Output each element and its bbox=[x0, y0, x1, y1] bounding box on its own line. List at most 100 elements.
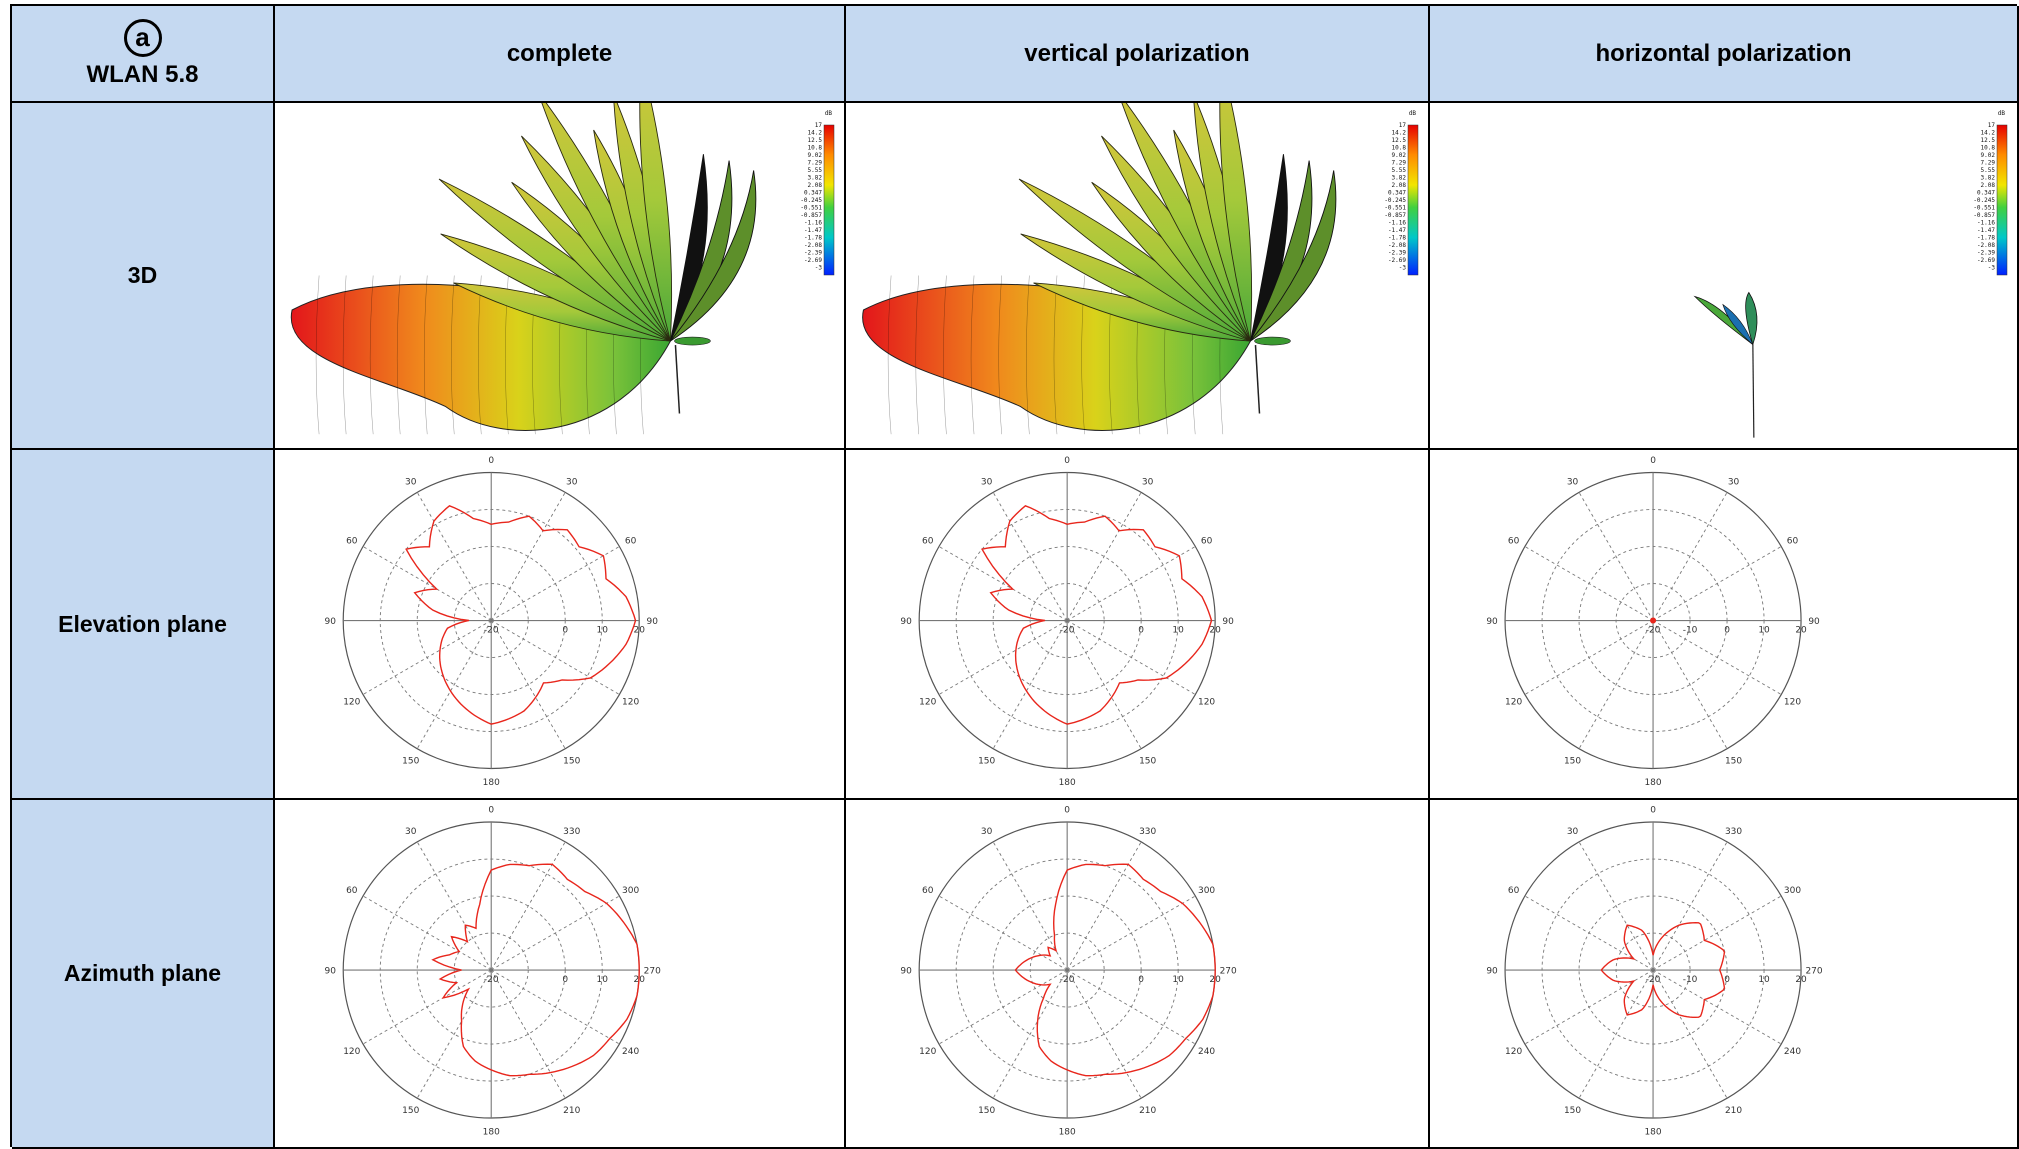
angle-label: 60 bbox=[1508, 537, 1520, 547]
angle-label: 30 bbox=[405, 478, 417, 488]
pattern-trace bbox=[1014, 863, 1216, 1077]
polar-spoke bbox=[1578, 620, 1654, 749]
colorbar-tick: 12.5 bbox=[1981, 137, 1996, 144]
radial-tick-label: 20 bbox=[1795, 975, 1807, 985]
plot-azimuth-complete: 0 30 60 90 120 150 180 330 300 270 240 210 -20 0 10 20 bbox=[275, 800, 846, 1149]
polar-spoke bbox=[1066, 895, 1196, 971]
small-lobe bbox=[1254, 336, 1291, 346]
radial-tick-label: -10 bbox=[1683, 626, 1698, 636]
polar-spoke bbox=[1652, 546, 1782, 621]
colorbar-tick: 14.2 bbox=[808, 130, 823, 137]
polar-spoke bbox=[938, 546, 1068, 621]
lobe-gridline bbox=[915, 275, 919, 435]
label-a-icon: a bbox=[123, 18, 162, 57]
polar-spoke bbox=[490, 969, 566, 1099]
polar-spoke bbox=[416, 841, 492, 971]
colorbar-tick: -0.857 bbox=[1973, 212, 1995, 219]
3d-pattern-horizontal: dB1714.212.510.89.027.295.553.822.080.34… bbox=[1693, 110, 2008, 438]
elevation-chart-horizontal: 0 30 60 90 120 150 180 30 60 90 120 150 -20 -10 0 10 20 bbox=[1486, 456, 1820, 788]
angle-label: 210 bbox=[1139, 1106, 1156, 1116]
polar-spoke bbox=[1578, 969, 1654, 1099]
polar-spoke bbox=[490, 620, 620, 695]
colorbar-tick: -1.78 bbox=[1977, 235, 1995, 242]
angle-label: 180 bbox=[1059, 1128, 1076, 1138]
plot-3d-complete: dB 17 14.2 12.5 10.8 9.02 7.29 5.55 3.82 2.08 0.34… bbox=[275, 103, 846, 450]
angle-label: 90 bbox=[1808, 617, 1820, 627]
row-header-azimuth: Azimuth plane bbox=[12, 800, 275, 1149]
colorbar-tick: -2.08 bbox=[804, 242, 822, 249]
radial-tick-label: 0 bbox=[1724, 975, 1730, 985]
polar-spoke bbox=[938, 895, 1068, 971]
colorbar-unit: dB bbox=[1998, 110, 2006, 117]
polar-spoke bbox=[1578, 841, 1654, 971]
polar-spoke bbox=[1524, 546, 1654, 621]
angle-label: 60 bbox=[922, 886, 934, 896]
angle-label: 180 bbox=[1644, 1128, 1661, 1138]
side-lobe bbox=[1745, 291, 1758, 346]
colorbar-tick: 9.02 bbox=[808, 152, 823, 159]
stem bbox=[1752, 344, 1755, 438]
column-header-complete: complete bbox=[275, 6, 846, 103]
angle-label: 0 bbox=[1064, 456, 1070, 466]
polar-spoke bbox=[416, 620, 492, 749]
colorbar bbox=[823, 124, 835, 276]
angle-label: 120 bbox=[919, 698, 936, 708]
colorbar-tick: -0.551 bbox=[1384, 205, 1406, 212]
colorbar-tick: -2.08 bbox=[1388, 242, 1406, 249]
row-header-3d: 3D bbox=[12, 103, 275, 450]
colorbar-tick: 12.5 bbox=[1392, 137, 1407, 144]
radial-tick-label: -10 bbox=[1683, 975, 1698, 985]
angle-label: 120 bbox=[343, 698, 360, 708]
colorbar-tick: 0.347 bbox=[804, 190, 822, 197]
row-header-elevation: Elevation plane bbox=[12, 450, 275, 800]
colorbar-tick: -0.857 bbox=[800, 212, 822, 219]
colorbar-tick: -3 bbox=[1988, 265, 1996, 272]
colorbar-tick: 10.8 bbox=[1392, 145, 1407, 152]
lobe-gridline bbox=[369, 275, 374, 435]
colorbar-tick: 7.29 bbox=[1392, 160, 1407, 167]
polar-spoke bbox=[416, 969, 492, 1099]
radial-tick-label: 20 bbox=[1209, 626, 1221, 636]
colorbar-tick: 5.55 bbox=[1981, 167, 1996, 174]
angle-label: 180 bbox=[483, 1128, 500, 1138]
angle-label: 90 bbox=[646, 617, 658, 627]
angle-label: 270 bbox=[644, 967, 661, 977]
polar-spoke bbox=[1652, 620, 1782, 695]
polar-spoke bbox=[1652, 841, 1728, 971]
polar-spoke bbox=[362, 620, 492, 695]
colorbar-tick: -1.47 bbox=[1388, 227, 1406, 234]
polar-spoke bbox=[490, 841, 566, 971]
angle-label: 150 bbox=[563, 756, 580, 766]
radial-tick-label: 10 bbox=[1758, 626, 1770, 636]
radial-tick-label: 0 bbox=[1138, 975, 1144, 985]
colorbar-tick: 10.8 bbox=[1981, 145, 1996, 152]
lobe-gridline bbox=[998, 275, 1002, 435]
angle-label: 120 bbox=[1198, 698, 1215, 708]
angle-label: 300 bbox=[1784, 886, 1801, 896]
angle-label: 180 bbox=[483, 778, 500, 788]
polar-spoke bbox=[1652, 620, 1728, 749]
colorbar-tick: 2.08 bbox=[1392, 182, 1407, 189]
polar-spoke bbox=[1066, 620, 1142, 749]
colorbar-tick: -0.245 bbox=[1973, 197, 1995, 204]
stem bbox=[1254, 345, 1261, 414]
polar-spoke bbox=[1524, 969, 1654, 1045]
polar-spoke bbox=[1652, 969, 1728, 1099]
column-header-vertical: vertical polarization bbox=[846, 6, 1430, 103]
angle-label: 150 bbox=[1564, 756, 1581, 766]
polar-spoke bbox=[1652, 492, 1728, 621]
angle-label: 210 bbox=[1725, 1106, 1742, 1116]
radial-tick-label: 0 bbox=[1724, 626, 1730, 636]
plot-elevation-vertical: 0 30 60 90 120 150 180 30 60 90 120 150 -20 0 10 20 bbox=[846, 450, 1430, 800]
polar-spoke bbox=[1066, 841, 1142, 971]
angle-label: 0 bbox=[488, 456, 494, 466]
angle-label: 30 bbox=[981, 827, 993, 837]
colorbar-tick: 14.2 bbox=[1981, 130, 1996, 137]
lobe-gridline bbox=[1026, 275, 1030, 435]
stem bbox=[674, 345, 681, 414]
polar-spoke bbox=[1066, 969, 1142, 1099]
plot-3d-horizontal: dB 17 14.2 12.5 10.8 9.02 7.29 5.55 3.82 2.08 0.34… bbox=[1430, 103, 2019, 450]
radial-tick-label: 20 bbox=[633, 626, 645, 636]
colorbar-tick: -1.47 bbox=[804, 227, 822, 234]
